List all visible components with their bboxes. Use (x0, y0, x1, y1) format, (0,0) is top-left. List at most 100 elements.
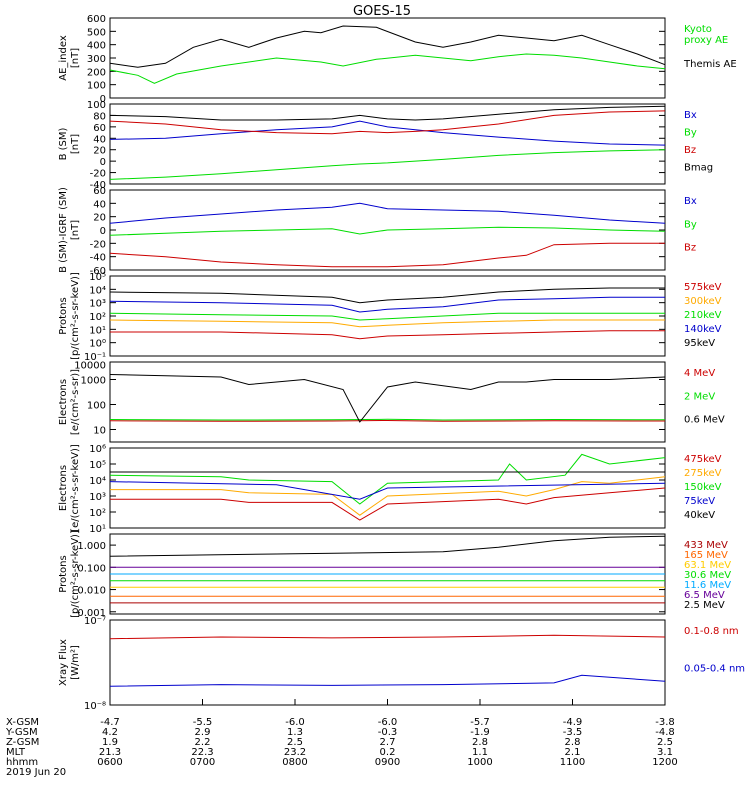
y-tick-label: -40 (90, 253, 106, 264)
y-axis-label: Electrons (58, 379, 69, 425)
legend-label: 6.5 MeV (684, 590, 725, 601)
y-axis-label: [p/(cm²-s-sr-keV)] (70, 272, 81, 360)
y-axis-label: [nT] (70, 134, 81, 154)
row-value: -4.9 (563, 717, 583, 728)
y-tick-label: 10⁻¹ (84, 352, 106, 363)
y-tick-label: 10⁻⁷ (84, 616, 106, 627)
y-tick-label: 0.100 (77, 563, 106, 574)
y-tick-label: 20 (93, 213, 106, 224)
row-value: 1.3 (287, 727, 303, 738)
row-label: Y-GSM (5, 727, 38, 738)
row-label: hhmm (6, 757, 38, 768)
row-value: -4.7 (100, 717, 120, 728)
legend-label: 210keV (684, 310, 722, 321)
y-tick-label: 20 (93, 146, 106, 157)
legend-label: 300keV (684, 296, 722, 307)
y-tick-label: 500 (87, 27, 106, 38)
legend-label: 575keV (684, 282, 722, 293)
y-tick-label: 1000 (81, 376, 106, 387)
row-label: X-GSM (6, 717, 39, 728)
series-line (109, 453, 666, 505)
row-value: 2.7 (380, 737, 396, 748)
legend-label: Bx (684, 196, 697, 207)
row-value: 1000 (467, 757, 492, 768)
y-tick-label: 60 (93, 123, 106, 134)
y-tick-label: 10⁶ (89, 444, 106, 455)
legend-label: 0.1-0.8 nm (684, 626, 739, 637)
y-tick-label: -20 (90, 169, 106, 180)
y-tick-label: -20 (90, 239, 106, 250)
panel-6: 10¹ 10² 10³ 10⁴ 10⁵ 10⁶ Electrons [e/(cm²-s-sr-… (58, 444, 722, 535)
row-value: 0700 (190, 757, 215, 768)
series-line (109, 634, 666, 640)
legend-label: proxy AE (684, 35, 728, 46)
legend-label: 150keV (684, 482, 722, 493)
series-line (109, 110, 666, 135)
legend-label: 475keV (684, 454, 722, 465)
y-tick-label: 0 (100, 226, 106, 237)
row-value: 4.2 (102, 727, 118, 738)
y-tick-label: -60 (90, 266, 106, 277)
chart-title: GOES-15 (353, 4, 411, 19)
legend-label: 40keV (684, 510, 715, 521)
legend-label: 11.6 MeV (684, 580, 731, 591)
y-tick-label: 100 (87, 401, 106, 412)
row-value: 0800 (282, 757, 307, 768)
series-line (109, 418, 666, 421)
y-tick-label: 40 (93, 199, 106, 210)
series-line (109, 319, 665, 328)
row-value: 0.2 (380, 747, 396, 758)
y-tick-label: 10² (89, 508, 106, 519)
row-value: 1.9 (102, 737, 118, 748)
y-axis-label: Electrons (58, 465, 69, 511)
row-value: 1200 (652, 757, 677, 768)
row-value: -4.8 (655, 727, 675, 738)
series-line (109, 312, 665, 321)
y-axis-label: B (SM)-IGRF (SM) (58, 187, 69, 273)
y-tick-label: 10⁵ (89, 460, 106, 471)
legend-label: 2.5 MeV (684, 600, 725, 611)
series-line (109, 25, 666, 68)
date-label: 2019 Jun 20 (6, 767, 66, 778)
y-tick-label: -40 (90, 180, 106, 191)
row-value: 0900 (375, 757, 400, 768)
y-tick-label: 10000 (74, 361, 106, 372)
row-value: 2.8 (472, 737, 488, 748)
y-axis-label: [p/(cm²-s-sr-keV)] (70, 530, 81, 618)
legend-label: 165 MeV (684, 550, 728, 561)
legend-label: By (684, 128, 697, 139)
legend-label: Bmag (684, 163, 713, 174)
legend-label: 4 MeV (684, 368, 715, 379)
row-value: -6.0 (285, 717, 305, 728)
y-tick-label: 10⁻⁸ (84, 701, 106, 712)
row-value: -3.5 (563, 727, 583, 738)
legend-label: 2 MeV (684, 391, 715, 402)
y-tick-label: 0.001 (77, 608, 106, 619)
series-line (109, 202, 666, 224)
legend-label: 75keV (684, 496, 715, 507)
row-label: MLT (6, 747, 26, 758)
orbit-table: 2019 Jun 20 X-GSM -4.7 -5.5 -6.0 -6.0 -5.7 -4.… (5, 699, 678, 778)
panel-frame (109, 619, 666, 706)
legend-label: Bx (684, 110, 697, 121)
y-tick-label: 10¹ (89, 325, 106, 336)
y-tick-label: 100 (87, 100, 106, 111)
series-line (109, 226, 666, 236)
series-line (109, 535, 666, 557)
panel-7: 0.001 0.010 0.100 1.000 Protons [p/(cm²-s-sr-… (58, 530, 731, 619)
y-tick-label: 10⁰ (89, 339, 106, 350)
legend-label: 95keV (684, 338, 715, 349)
legend-label: Themis AE (683, 59, 737, 70)
row-label: Z-GSM (6, 737, 39, 748)
row-value: 2.5 (287, 737, 303, 748)
y-tick-label: 300 (87, 54, 106, 65)
y-tick-label: 10² (89, 312, 106, 323)
y-tick-label: 200 (87, 67, 106, 78)
row-value: 1.1 (472, 747, 488, 758)
row-value: 2.9 (195, 727, 211, 738)
y-tick-label: 0 (100, 157, 106, 168)
panel-4: 10⁻¹ 10⁰ 10¹ 10² 10³ 10⁴ 10⁵ Protons [p/(cm²-s-s… (58, 272, 722, 363)
